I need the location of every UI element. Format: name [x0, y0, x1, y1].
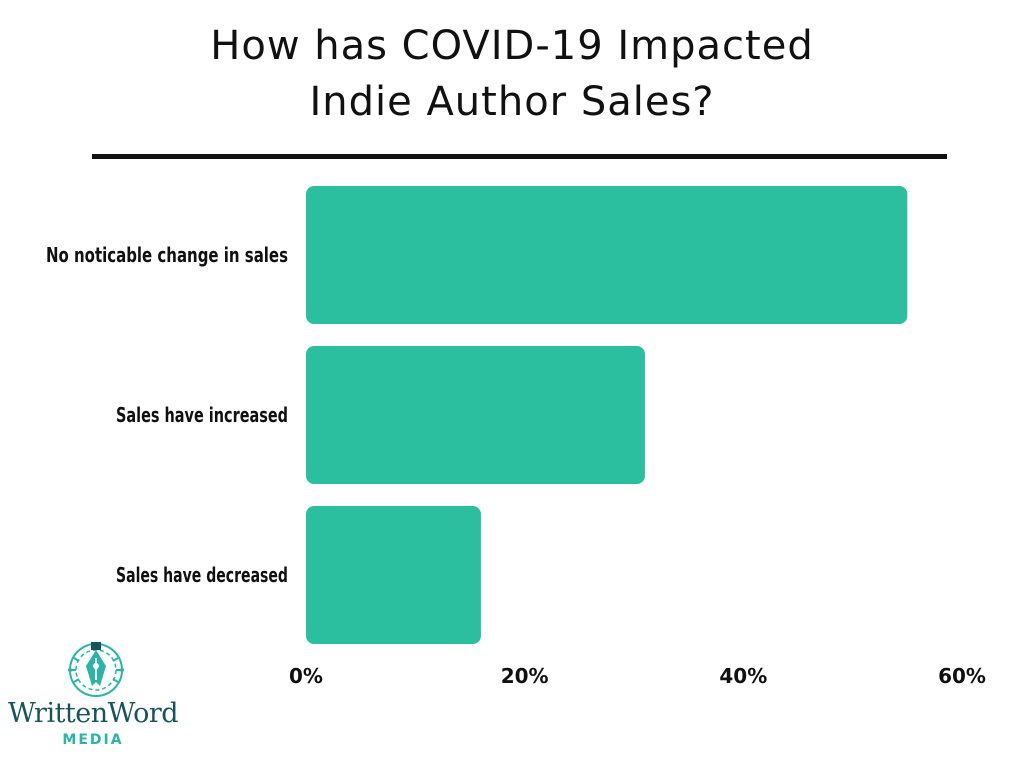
bar-2: [306, 506, 481, 644]
chart-title-line-2: Indie Author Sales?: [309, 79, 715, 125]
x-tick-label-3: 60%: [938, 664, 986, 688]
title-divider: [92, 154, 947, 159]
logo-name: WrittenWord: [8, 698, 179, 729]
x-tick-label-0: 0%: [289, 664, 323, 688]
category-label-0: No noticable change in sales: [46, 243, 288, 267]
chart-title-line-1: How has COVID-19 Impacted: [210, 23, 814, 69]
category-label-2: Sales have decreased: [116, 563, 288, 587]
pen-nib-circuit-icon: [68, 642, 124, 697]
bar-0: [306, 186, 908, 324]
logo-subtitle: MEDIA: [62, 732, 124, 748]
bars-group: [306, 186, 908, 644]
x-tick-label-1: 20%: [501, 664, 549, 688]
x-tick-label-2: 40%: [719, 664, 767, 688]
chart-title: How has COVID-19 Impacted Indie Author S…: [0, 18, 1024, 130]
writtenword-logo: WrittenWord MEDIA: [8, 636, 179, 756]
category-label-1: Sales have increased: [116, 403, 288, 427]
x-axis-ticks-group: 0% 20% 40% 60%: [289, 664, 986, 688]
category-labels-group: No noticable change in sales Sales have i…: [46, 243, 288, 587]
bar-1: [306, 346, 645, 484]
